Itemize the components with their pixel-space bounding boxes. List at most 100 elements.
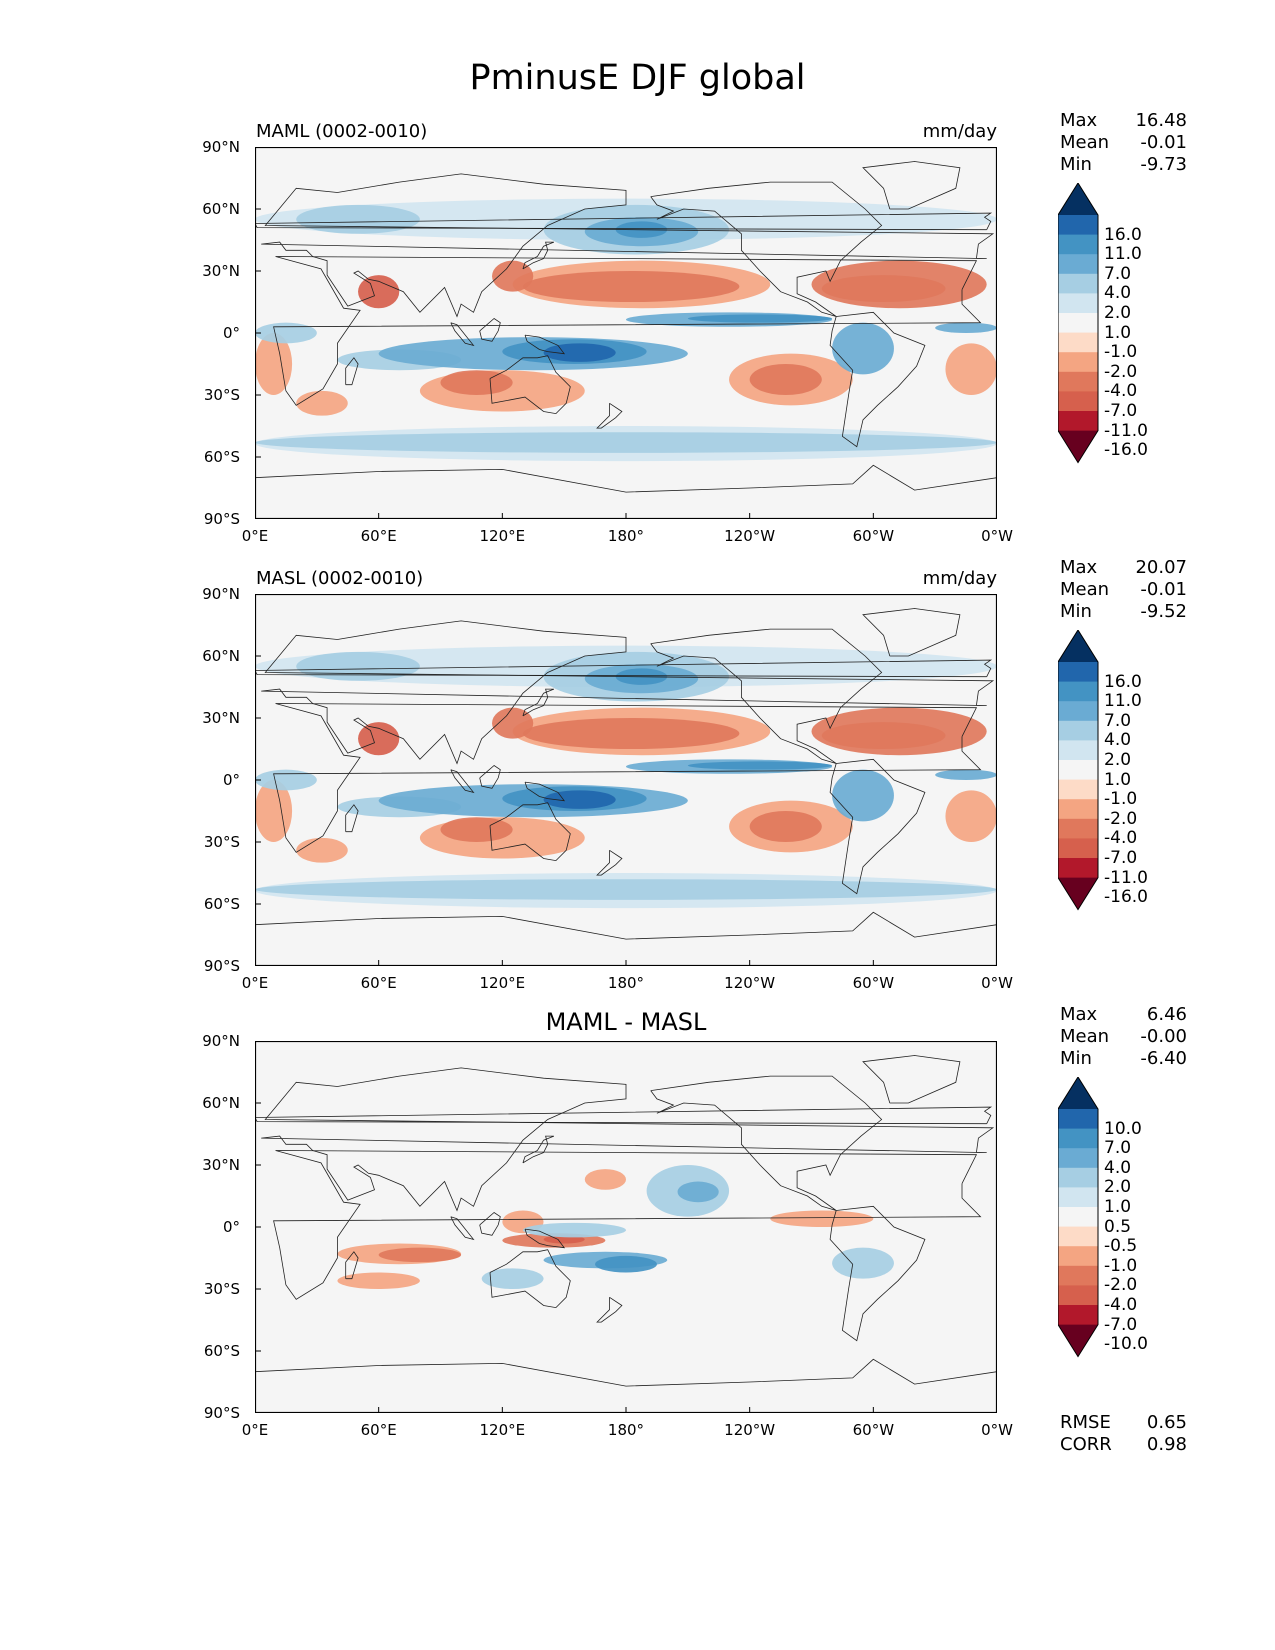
- colorbar-segment: [1058, 1109, 1098, 1130]
- stat-value: -0.00: [1140, 1026, 1187, 1047]
- stat-label: Mean: [1060, 1026, 1110, 1047]
- colorbar-segment: [1058, 273, 1098, 294]
- colorbar-outline: [1058, 630, 1099, 911]
- colorbar-tick-label: 7.0: [1104, 263, 1132, 284]
- contour-region: [522, 1222, 626, 1238]
- coastline-namerica: [650, 628, 883, 764]
- coastline-newguinea: [524, 1228, 566, 1249]
- contour-region: [337, 1272, 420, 1289]
- colorbar-segment: [1058, 371, 1098, 392]
- x-tick-label: 0°E: [241, 1421, 269, 1439]
- colorbar: 10.0 7.0 4.0 2.0 1.0 0.5 -0.5 -1.0 -2.0 -4.0 -7.0-…: [1058, 1077, 1178, 1387]
- map-background: [255, 1041, 997, 1413]
- contour-region: [440, 817, 513, 842]
- y-tick-label: 30°S: [203, 833, 240, 851]
- map-svg: [255, 1041, 997, 1413]
- colorbar-segment: [1058, 1265, 1098, 1286]
- coastline-newguinea: [524, 781, 566, 802]
- coastline-eurasia: [261, 620, 995, 765]
- map-panel: MAML - MASL 90°N 60°N 30°N 0° 30°S 60°S 90°S 0°E…: [0, 1004, 1275, 1467]
- stats-row: Max 6.46: [1060, 1004, 1187, 1026]
- map-svg: [255, 147, 997, 519]
- colorbar-tick-label: 11.0: [1104, 691, 1142, 712]
- coastline-japan: [522, 241, 555, 270]
- colorbar-segment: [1058, 701, 1098, 722]
- coastline-sumatra: [450, 769, 475, 794]
- x-tick-label: 0°W: [981, 974, 1013, 992]
- colorbar-tick-label: -4.0: [1104, 381, 1138, 402]
- colorbar-svg: [1058, 1077, 1099, 1358]
- stats-row: Min -6.40: [1060, 1048, 1187, 1070]
- colorbar-segment: [1058, 1246, 1098, 1267]
- colorbar-segment: [1058, 254, 1098, 275]
- coastline-sumatra: [450, 1216, 475, 1241]
- colorbar-segment: [1058, 681, 1098, 702]
- contour-region: [543, 790, 616, 809]
- x-tick-label: 60°W: [852, 527, 895, 545]
- x-tick-label: 180°: [607, 1421, 645, 1439]
- colorbar-tick-label: 10.0: [1104, 1118, 1142, 1139]
- colorbar-segment: [1058, 1207, 1098, 1228]
- stat-label: Mean: [1060, 579, 1110, 600]
- map-panel: MASL (0002-0010) mm/day 90°N 60°N 30°N 0° 30°S…: [0, 557, 1275, 1020]
- map-plot-area: [255, 1041, 997, 1413]
- coastline-nz: [596, 1296, 623, 1323]
- contour-region: [296, 651, 420, 681]
- map-plot-area: [255, 147, 997, 519]
- contour-region: [935, 322, 997, 333]
- coastline-japan: [522, 1135, 555, 1164]
- colorbar-outline: [1058, 1077, 1099, 1358]
- y-tick-label: 90°N: [202, 585, 240, 603]
- stats-row: Max 16.48: [1060, 110, 1187, 132]
- contour-field: [255, 198, 997, 462]
- colorbar-segment: [1058, 1305, 1098, 1326]
- colorbar-segment: [1058, 760, 1098, 781]
- coastline-australia: [489, 355, 571, 415]
- contour-region: [935, 769, 997, 780]
- x-tick-label: 120°E: [479, 527, 526, 545]
- coastline-borneo: [479, 317, 501, 342]
- y-tick-label: 30°N: [202, 709, 240, 727]
- stats-row: Max 20.07: [1060, 557, 1187, 579]
- y-tick-label: 0°: [222, 1218, 240, 1236]
- coastlines: [255, 161, 997, 493]
- y-tick-label: 60°S: [203, 448, 240, 466]
- contour-region: [821, 275, 946, 302]
- y-tick-label: 30°N: [202, 262, 240, 280]
- contour-region: [255, 333, 293, 395]
- contour-region: [358, 275, 400, 309]
- contour-region: [821, 722, 946, 749]
- error-stat-value: 0.65: [1146, 1412, 1187, 1433]
- coastline-madagascar: [345, 804, 359, 833]
- colorbar-segment: [1058, 1226, 1098, 1247]
- colorbar-svg: [1058, 630, 1099, 911]
- coastline-antarctica: [255, 1358, 997, 1387]
- y-tick-label: 30°S: [203, 1280, 240, 1298]
- y-tick-label: 90°N: [202, 1032, 240, 1050]
- coastline-australia: [489, 802, 571, 862]
- x-tick-label: 0°E: [241, 974, 269, 992]
- stat-value: 16.48: [1135, 110, 1187, 131]
- coastline-eurasia: [261, 1067, 995, 1212]
- stat-label: Max: [1060, 110, 1098, 131]
- colorbar-segment: [1058, 1187, 1098, 1208]
- panel-units-label: mm/day: [922, 121, 997, 142]
- colorbar-tick-label: -7.0: [1104, 1314, 1138, 1335]
- colorbar-tick-label: 4.0: [1104, 730, 1132, 751]
- contour-region: [255, 780, 293, 842]
- colorbar-extend-max: [1058, 630, 1098, 662]
- colorbar-tick-label: -1.0: [1104, 1255, 1138, 1276]
- colorbar-tick-label: 4.0: [1104, 283, 1132, 304]
- contour-region: [677, 1181, 719, 1203]
- coastline-borneo: [479, 1211, 501, 1236]
- contour-field: [337, 1165, 894, 1289]
- coastline-antarctica: [255, 911, 997, 940]
- colorbar-svg: [1058, 183, 1099, 464]
- coastline-africa: [273, 256, 982, 406]
- colorbar-tick-label: -11.0: [1104, 867, 1148, 888]
- colorbar-tick-label: -7.0: [1104, 401, 1138, 421]
- colorbar-tick-label: 1.0: [1104, 1197, 1132, 1217]
- colorbar-tick-label: -16.0: [1104, 440, 1148, 461]
- coastline-nz: [596, 849, 623, 876]
- stats-row: Min -9.73: [1060, 154, 1187, 176]
